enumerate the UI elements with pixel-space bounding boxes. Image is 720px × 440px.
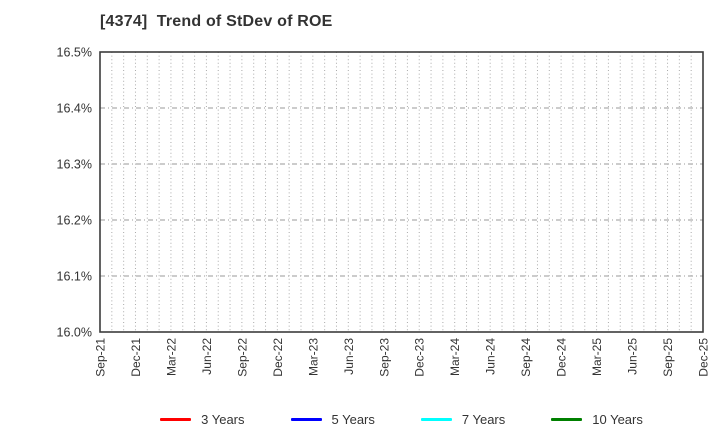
x-tick-label: Sep-23 [377, 338, 391, 377]
x-tick-label: Mar-22 [164, 338, 178, 376]
legend-line-swatch [551, 417, 583, 421]
x-tick-label: Sep-25 [661, 338, 675, 377]
legend-line-swatch [290, 417, 322, 421]
y-tick-label: 16.0% [57, 326, 92, 340]
legend-label: 5 Years [331, 411, 375, 427]
x-tick-label: Sep-22 [235, 338, 249, 377]
chart-title: [4374] Trend of StDev of ROE [100, 13, 333, 30]
y-tick-label: 16.2% [57, 214, 92, 228]
x-tick-label: Sep-24 [519, 338, 533, 377]
legend-item-7-years: 7 Years [420, 411, 506, 427]
x-tick-label: Jun-22 [200, 338, 214, 375]
legend-label: 7 Years [461, 411, 506, 427]
plot-border [99, 51, 704, 333]
y-tick-label: 16.5% [57, 46, 92, 60]
y-tick-label: 16.3% [57, 158, 92, 172]
x-tick-label: Dec-23 [413, 338, 427, 377]
x-tick-label: Dec-22 [271, 338, 285, 377]
y-tick-label: 16.4% [57, 102, 92, 116]
legend-item-10-years: 10 Years [551, 412, 643, 427]
x-tick-label: Sep-21 [94, 338, 108, 377]
x-tick-label: Jun-24 [484, 338, 498, 375]
x-tick-label: Dec-24 [555, 338, 569, 377]
x-tick-label: Dec-25 [697, 338, 711, 377]
x-tick-label: Jun-23 [342, 338, 356, 375]
x-tick-label: Mar-23 [306, 338, 320, 376]
x-tick-label: Dec-21 [129, 338, 143, 377]
y-tick-label: 16.1% [57, 270, 92, 284]
legend-item-5-years: 5 Years [290, 411, 375, 427]
x-tick-label: Mar-24 [448, 338, 462, 376]
legend-label: 10 Years [592, 411, 643, 427]
x-tick-label: Mar-25 [590, 338, 604, 376]
x-tick-label: Jun-25 [626, 338, 640, 375]
legend-label: 3 Years [201, 411, 245, 427]
plot-area: 16.0% 16.1% 16.2% 16.3% 16.4% 16.5% Sep-21 Dec-… [57, 46, 711, 377]
legend-line-swatch [160, 417, 192, 421]
legend-item-3-years: 3 Years [160, 411, 245, 427]
legend-line-swatch [420, 417, 452, 421]
legend: 3 Years 5 Years 7 Years 10 Years [100, 406, 703, 432]
